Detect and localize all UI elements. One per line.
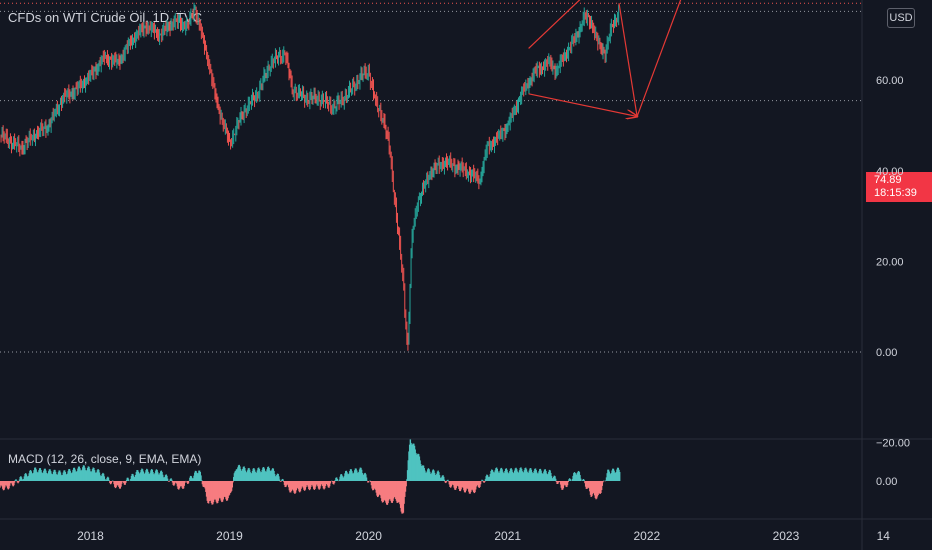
- x-tick-label: 2022: [633, 529, 660, 543]
- x-tick-label: 2023: [773, 529, 800, 543]
- y-tick-label: 20.00: [876, 256, 904, 268]
- currency-badge[interactable]: USD: [887, 8, 915, 28]
- last-price-badge: 74.89 18:15:39: [866, 172, 932, 202]
- y-tick-label: 0.00: [876, 347, 897, 359]
- x-tick-label: 2020: [355, 529, 382, 543]
- y-tick-label: 40.00: [876, 166, 904, 178]
- macd-axis-label: 0.00: [876, 476, 897, 488]
- x-tick-label: 14: [877, 529, 891, 543]
- trend-arrow: [636, 0, 682, 117]
- y-tick-label: −20.00: [876, 438, 910, 450]
- y-tick-label: 60.00: [876, 75, 904, 87]
- trend-line: [618, 3, 638, 117]
- trend-arrow: [528, 93, 638, 117]
- x-tick-label: 2019: [216, 529, 243, 543]
- chart-title: CFDs on WTI Crude Oil, 1D, TVC: [8, 10, 203, 25]
- trend-arrow: [528, 0, 581, 49]
- countdown-timer: 18:15:39: [874, 187, 917, 199]
- last-price-value: 74.89: [874, 174, 902, 186]
- x-tick-label: 2018: [77, 529, 104, 543]
- x-tick-label: 2021: [494, 529, 521, 543]
- macd-title: MACD (12, 26, close, 9, EMA, EMA): [8, 452, 202, 466]
